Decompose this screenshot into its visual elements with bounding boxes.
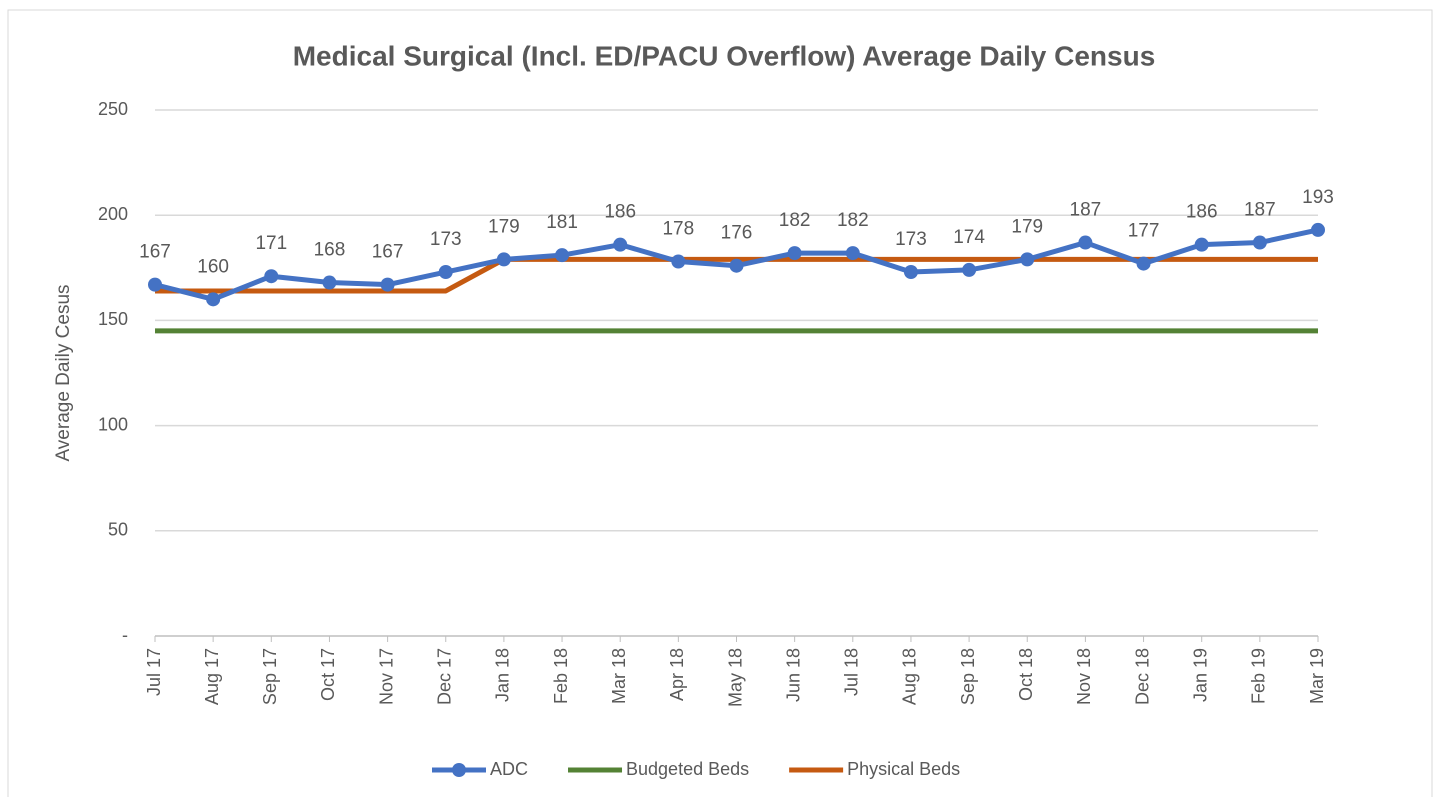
x-tick-label: Dec 18 [1132, 648, 1152, 705]
y-axis-title: Average Daily Cesus [53, 284, 74, 461]
data-label: 168 [314, 240, 346, 261]
data-label: 187 [1244, 200, 1276, 221]
x-tick-label: Aug 18 [900, 648, 920, 705]
x-tick-label: Oct 18 [1016, 648, 1036, 701]
x-tick-label: Jan 18 [493, 648, 513, 702]
data-label: 173 [430, 229, 462, 250]
x-tick-label: Jun 18 [783, 648, 803, 702]
data-point [1311, 222, 1325, 237]
x-tick-label: May 18 [725, 648, 745, 707]
data-point [613, 237, 628, 252]
x-tick-label: Jan 19 [1190, 648, 1210, 702]
data-label: 182 [779, 210, 811, 231]
data-label: 177 [1128, 221, 1160, 242]
x-tick-label: Nov 18 [1074, 648, 1094, 705]
data-point [1194, 237, 1209, 252]
data-label: 167 [372, 242, 404, 263]
legend-marker [452, 763, 466, 777]
legend-label: Budgeted Beds [626, 759, 749, 779]
data-label: 171 [255, 233, 287, 254]
x-tick-label: Feb 18 [551, 648, 571, 704]
data-point [729, 258, 744, 273]
data-point [496, 252, 511, 267]
data-label: 167 [139, 242, 171, 263]
y-tick-label: 200 [98, 204, 128, 224]
data-label: 193 [1302, 187, 1334, 208]
data-point [1136, 256, 1151, 271]
data-point [206, 292, 221, 307]
x-tick-label: Dec 17 [435, 648, 455, 705]
data-point [1020, 252, 1035, 267]
legend-label: ADC [490, 759, 528, 779]
data-label: 182 [837, 210, 869, 231]
data-point [962, 262, 977, 277]
data-point [1078, 235, 1093, 250]
y-tick-label: - [122, 625, 128, 645]
data-label: 186 [604, 202, 636, 223]
data-label: 173 [895, 229, 927, 250]
x-tick-label: Oct 17 [318, 648, 338, 701]
legend-label: Physical Beds [847, 759, 960, 779]
data-point [555, 248, 570, 263]
x-tick-label: Mar 18 [609, 648, 629, 704]
x-tick-label: Apr 18 [667, 648, 687, 701]
data-point [845, 246, 860, 261]
x-tick-label: Mar 19 [1307, 648, 1327, 704]
data-point [264, 269, 279, 284]
x-tick-label: Feb 19 [1249, 648, 1269, 704]
data-point [148, 277, 162, 292]
data-point [1252, 235, 1267, 250]
data-label: 186 [1186, 202, 1218, 223]
x-tick-label: Sep 17 [260, 648, 280, 705]
data-point [787, 246, 802, 261]
data-label: 160 [197, 256, 229, 277]
data-point [438, 265, 453, 280]
data-point [380, 277, 395, 292]
x-tick-label: Aug 17 [202, 648, 222, 705]
data-label: 174 [953, 227, 985, 248]
data-point [322, 275, 337, 290]
data-point [671, 254, 686, 269]
chart-frame [7, 9, 1433, 802]
data-label: 179 [488, 216, 520, 237]
y-tick-label: 100 [98, 414, 128, 434]
x-tick-label: Jul 17 [144, 648, 164, 696]
data-label: 178 [662, 219, 694, 240]
data-point [903, 265, 918, 280]
y-tick-label: 250 [98, 99, 128, 119]
x-tick-label: Jul 18 [842, 648, 862, 696]
x-tick-label: Sep 18 [958, 648, 978, 705]
data-label: 176 [721, 223, 753, 244]
data-label: 181 [546, 212, 578, 233]
chart-title: Medical Surgical (Incl. ED/PACU Overflow… [293, 40, 1156, 71]
data-label: 179 [1011, 216, 1043, 237]
data-label: 187 [1070, 200, 1102, 221]
y-tick-label: 150 [98, 309, 128, 329]
x-tick-label: Nov 17 [376, 648, 396, 705]
y-tick-label: 50 [108, 520, 128, 540]
